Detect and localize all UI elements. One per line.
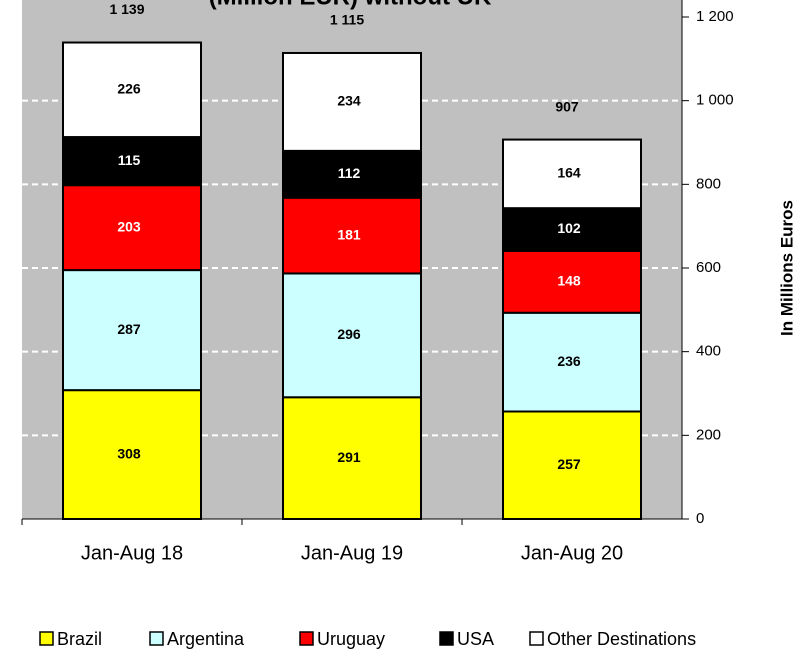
y-tick-label: 0	[696, 510, 704, 527]
total-label: 1 139	[109, 1, 144, 17]
legend-swatch	[299, 631, 314, 646]
data-label: 291	[337, 449, 361, 465]
y-tick-label: 400	[696, 343, 721, 360]
y-axis-label: In Millions Euros	[777, 200, 796, 336]
bar-segment	[282, 396, 422, 521]
total-label: 907	[555, 98, 579, 114]
y-tick-label: 800	[696, 175, 721, 192]
bar-segment	[62, 41, 202, 139]
bar-segment	[282, 272, 422, 399]
data-label: 287	[117, 321, 141, 337]
x-tick-label: Jan-Aug 19	[301, 542, 403, 564]
y-tick-label: 1 000	[696, 92, 734, 109]
legend-label: USA	[457, 629, 494, 649]
x-tick-label: Jan-Aug 18	[81, 542, 183, 564]
data-label: 115	[118, 152, 141, 168]
chart-title: (Million EUR) without UK	[209, 0, 492, 10]
y-tick-label: 1 200	[696, 8, 734, 25]
legend-swatch	[529, 631, 544, 646]
bar-segment	[502, 207, 642, 252]
data-label: 181	[337, 226, 361, 242]
legend-swatch	[149, 631, 164, 646]
data-label: 257	[557, 456, 581, 472]
data-label: 164	[557, 165, 581, 181]
data-label: 203	[117, 218, 141, 234]
legend-label: Argentina	[167, 629, 245, 649]
legend-label: Uruguay	[317, 629, 385, 649]
legend-swatch	[39, 631, 54, 646]
legend-label: Brazil	[57, 629, 102, 649]
data-label: 112	[338, 165, 361, 181]
data-label: 102	[557, 220, 581, 236]
bar-segment	[502, 410, 642, 521]
data-label: 308	[117, 445, 141, 461]
legend-label: Other Destinations	[547, 629, 696, 649]
x-tick-label: Jan-Aug 20	[521, 542, 623, 564]
data-label: 236	[557, 353, 581, 369]
data-label: 296	[337, 326, 361, 342]
bar-segment	[502, 311, 642, 413]
data-label: 226	[117, 80, 141, 96]
bar-segment	[502, 138, 642, 210]
y-tick-label: 200	[696, 426, 721, 443]
legend-swatch	[439, 631, 454, 646]
y-tick-label: 600	[696, 259, 721, 276]
bar-segment	[282, 196, 422, 275]
data-label: 234	[337, 93, 361, 109]
bar-segment	[282, 51, 422, 152]
total-label: 1 115	[330, 11, 364, 27]
data-label: 148	[557, 273, 581, 289]
bar-segment	[502, 249, 642, 314]
